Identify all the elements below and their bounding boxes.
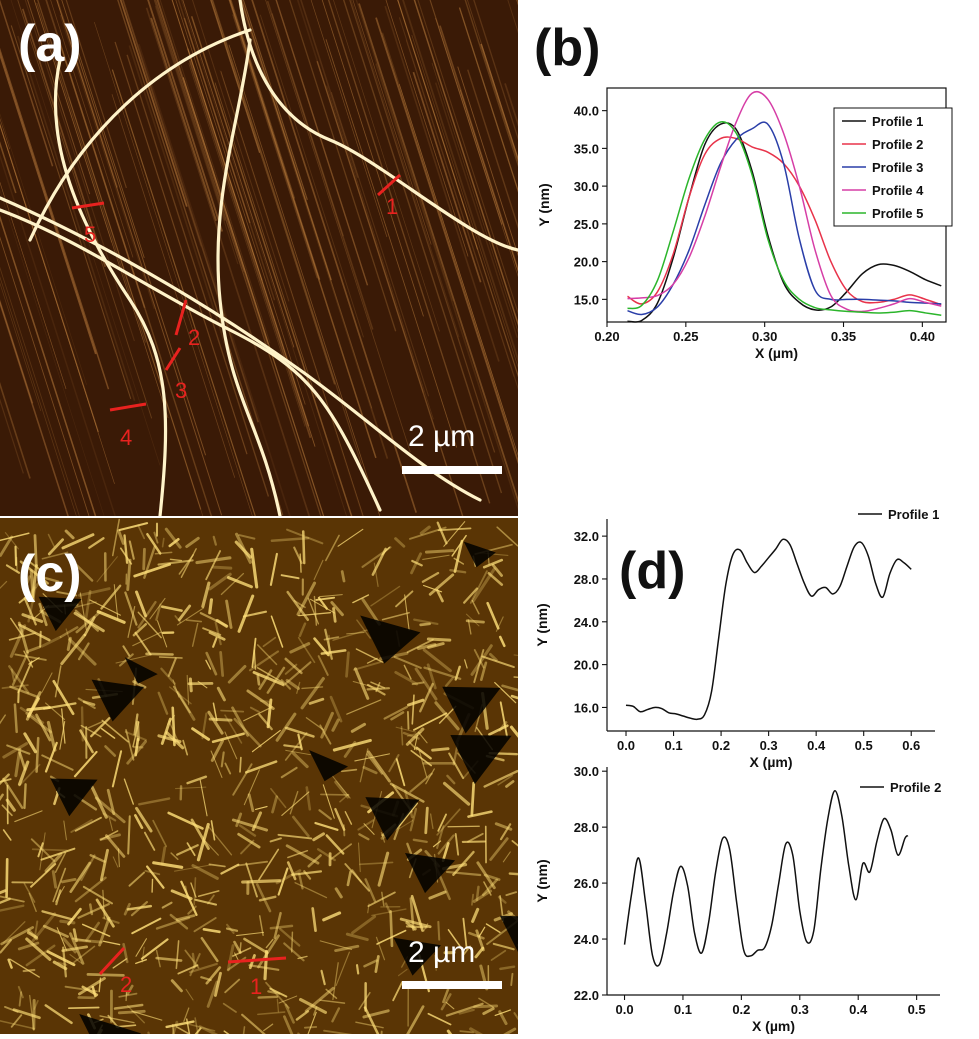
y-tick-label: 22.0 (574, 988, 599, 1003)
scale-bar-label-c: 2 µm (408, 936, 475, 970)
series-line-profile-2 (625, 791, 908, 966)
x-tick-label: 0.30 (752, 329, 777, 344)
panel-label-a: (a) (18, 18, 82, 70)
scale-bar-a (402, 466, 502, 474)
y-tick-label: 28.0 (574, 820, 599, 835)
y-tick-label: 20.0 (574, 255, 599, 270)
legend-label: Profile 2 (890, 780, 941, 795)
x-tick-label: 0.6 (902, 738, 920, 753)
chart-panel-b: (b) 0.20 0.25 0.30 0.35 0.40 15.0 20.0 25.0 30.0… (520, 0, 979, 390)
y-tick-label: 25.0 (574, 217, 599, 232)
panel-label-b: (b) (534, 22, 600, 74)
y-tick-label: 16.0 (574, 700, 599, 715)
legend-label: Profile 1 (872, 114, 923, 129)
profile-marker-label: 1 (386, 194, 398, 219)
x-tick-label: 0.1 (665, 738, 683, 753)
y-tick-label: 26.0 (574, 876, 599, 891)
x-tick-label: 0.35 (831, 329, 856, 344)
legend-label: Profile 5 (872, 206, 923, 221)
panel-label-c: (c) (18, 548, 82, 600)
legend: Profile 1 (858, 507, 939, 522)
legend-label: Profile 1 (888, 507, 939, 522)
legend: Profile 2 (860, 780, 941, 795)
y-tick-label: 24.0 (574, 932, 599, 947)
y-tick-label: 20.0 (574, 658, 599, 673)
x-tick-label: 0.0 (615, 1002, 633, 1017)
x-tick-label: 0.25 (673, 329, 698, 344)
profile-marker-label: 4 (120, 425, 132, 450)
profile-chart-d: 0.0 0.1 0.2 0.3 0.4 0.5 0.6 16.0 20.0 24.0 28.0 32.… (520, 495, 979, 1034)
x-tick-label: 0.5 (855, 738, 873, 753)
legend-label: Profile 4 (872, 183, 924, 198)
legend-label: Profile 3 (872, 160, 923, 175)
x-tick-label: 0.3 (760, 738, 778, 753)
x-axis-title: X (µm) (752, 1018, 795, 1034)
afm-image-a: 1 2 3 4 5 (a) 2 µm (0, 0, 518, 516)
profile-marker-label: 5 (84, 222, 96, 247)
x-tick-label: 0.5 (908, 1002, 926, 1017)
profile-marker-label: 3 (175, 378, 187, 403)
x-tick-label: 0.4 (807, 738, 826, 753)
y-tick-label: 30.0 (574, 764, 599, 779)
profile-marker-label: 2 (188, 325, 200, 350)
y-tick-label: 28.0 (574, 572, 599, 587)
profile-marker-label: 2 (120, 972, 132, 997)
x-tick-label: 0.3 (791, 1002, 809, 1017)
y-tick-label: 32.0 (574, 529, 599, 544)
chart-b: 0.20 0.25 0.30 0.35 0.40 15.0 20.0 25.0 30.0 35.0… (536, 88, 952, 361)
afm-image-c: 1 2 (c) 2 µm (0, 518, 518, 1034)
y-tick-label: 40.0 (574, 104, 599, 119)
x-tick-label: 0.2 (732, 1002, 750, 1017)
scale-bar-label-a: 2 µm (408, 420, 475, 454)
x-tick-label: 0.40 (910, 329, 935, 344)
x-axis-title: X (µm) (755, 345, 798, 361)
chart-d2: 0.0 0.1 0.2 0.3 0.4 0.5 22.0 24.0 26.0 28.0 30.0 X … (534, 764, 941, 1034)
y-tick-label: 15.0 (574, 292, 599, 307)
y-axis-title: Y (nm) (534, 603, 550, 646)
x-axis-title: X (µm) (749, 754, 792, 770)
y-tick-label: 24.0 (574, 615, 599, 630)
panel-label-d: (d) (619, 545, 685, 597)
y-axis-title: Y (nm) (534, 859, 550, 902)
x-tick-label: 0.20 (594, 329, 619, 344)
chart-d1: 0.0 0.1 0.2 0.3 0.4 0.5 0.6 16.0 20.0 24.0 28.0 32.… (534, 507, 939, 770)
y-tick-label: 35.0 (574, 141, 599, 156)
x-tick-label: 0.4 (849, 1002, 868, 1017)
scale-bar-c (402, 981, 502, 989)
legend-label: Profile 2 (872, 137, 923, 152)
y-tick-label: 30.0 (574, 179, 599, 194)
legend: Profile 1 Profile 2 Profile 3 Profile 4 Prof… (834, 108, 952, 226)
y-axis-title: Y (nm) (536, 183, 552, 226)
x-tick-label: 0.0 (617, 738, 635, 753)
chart-panel-d: (d) 0.0 0.1 0.2 0.3 0.4 0.5 0.6 16.0 20.0 24.0 28.… (520, 495, 979, 1034)
x-tick-label: 0.2 (712, 738, 730, 753)
profile-marker-label: 1 (250, 974, 262, 999)
x-tick-label: 0.1 (674, 1002, 692, 1017)
